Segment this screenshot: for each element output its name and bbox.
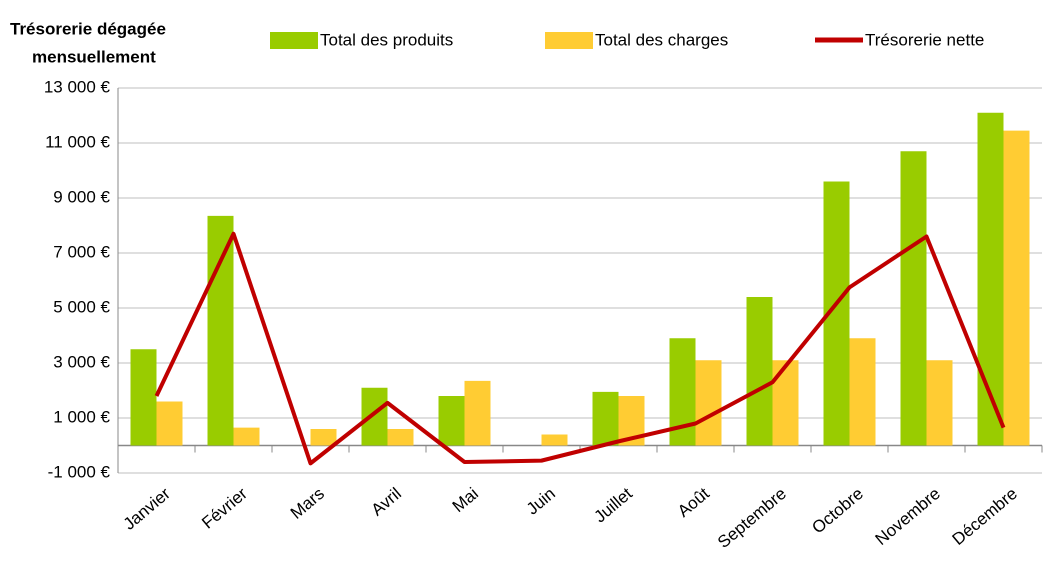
legend-label: Total des produits: [320, 30, 453, 49]
y-tick-label: 13 000 €: [44, 77, 111, 96]
y-tick-label: 3 000 €: [53, 352, 110, 371]
line: [154, 231, 1006, 466]
x-tick-label: Août: [674, 484, 713, 521]
y-tick-label: 11 000 €: [45, 132, 110, 151]
y-tick-label: 7 000 €: [53, 242, 110, 261]
x-tick-label: Février: [198, 484, 251, 533]
y-tick-label: 1 000 €: [53, 407, 110, 426]
bar: [438, 396, 465, 446]
y-tick-label: 9 000 €: [53, 187, 110, 206]
bar: [900, 151, 927, 446]
bar: [1003, 130, 1030, 446]
chart-title: Trésorerie dégagée: [10, 19, 166, 38]
y-tick-label: 5 000 €: [53, 297, 110, 316]
bar: [592, 391, 619, 446]
bar: [361, 387, 388, 446]
bar: [772, 360, 799, 446]
bar: [310, 429, 337, 446]
x-tick-label: Janvier: [120, 484, 174, 534]
chart-title: mensuellement: [32, 47, 156, 66]
bar: [926, 360, 953, 446]
bar: [746, 297, 773, 446]
legend-swatch: [545, 32, 593, 49]
bar: [541, 434, 568, 446]
legend-swatch: [270, 32, 318, 49]
bar: [464, 380, 491, 446]
bar: [156, 401, 183, 446]
x-tick-label: Septembre: [714, 484, 790, 552]
x-tick-label: Juin: [523, 484, 559, 519]
x-tick-label: Mai: [449, 484, 482, 516]
legend-label: Total des charges: [595, 30, 728, 49]
bar: [695, 360, 722, 446]
bar: [207, 215, 234, 446]
x-tick-label: Mars: [287, 484, 328, 523]
y-tick-label: -1 000 €: [48, 462, 111, 481]
bar: [387, 429, 414, 446]
x-tick-label: Avril: [368, 484, 405, 520]
bar: [233, 427, 260, 446]
x-tick-label: Décembre: [949, 484, 1021, 549]
bar: [130, 349, 157, 446]
x-tick-label: Juillet: [590, 484, 636, 527]
bar: [849, 338, 876, 446]
x-tick-label: Novembre: [872, 484, 944, 549]
legend-label: Trésorerie nette: [865, 30, 984, 49]
x-tick-label: Octobre: [808, 484, 867, 537]
